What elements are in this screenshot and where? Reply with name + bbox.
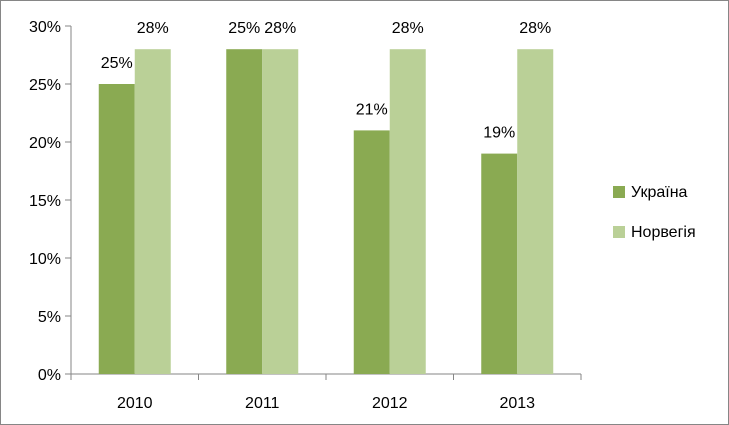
bar-series-1 <box>353 130 390 374</box>
bar-series-2 <box>517 49 554 374</box>
bars <box>98 49 554 374</box>
data-label: 28% <box>137 20 169 37</box>
x-tick-label: 2010 <box>117 395 153 412</box>
axes: 0% 5% 10% 15% 20% 25% 30% 2010 2011 2012 2013 <box>29 19 582 412</box>
bar-series-1 <box>226 49 263 374</box>
y-tick-label: 20% <box>29 135 61 152</box>
legend-label: Україна <box>631 184 688 201</box>
legend-swatch <box>613 186 625 198</box>
data-label: 25% <box>101 55 133 72</box>
y-tick-label: 15% <box>29 193 61 210</box>
data-label: 25% <box>228 20 260 37</box>
y-tick-label: 0% <box>38 367 61 384</box>
x-tick-label: 2011 <box>245 395 280 412</box>
data-label: 21% <box>356 101 388 118</box>
data-label: 28% <box>264 20 296 37</box>
bar-series-2 <box>134 49 171 374</box>
y-tick-label: 10% <box>29 251 61 268</box>
bar-series-1 <box>98 84 135 374</box>
legend-label: Норвегія <box>631 224 696 241</box>
data-label: 19% <box>483 125 515 142</box>
y-tick-label: 30% <box>29 19 61 36</box>
legend: Україна Норвегія <box>613 184 696 241</box>
bar-series-2 <box>389 49 426 374</box>
y-tick-label: 25% <box>29 77 61 94</box>
x-tick-label: 2013 <box>499 395 535 412</box>
x-tick-label: 2012 <box>372 395 408 412</box>
data-label: 28% <box>392 20 424 37</box>
y-tick-label: 5% <box>38 309 61 326</box>
data-label: 28% <box>519 20 551 37</box>
data-labels: 25% 25% 21% 19% 28% 28% 28% 28% <box>101 20 552 141</box>
bar-series-1 <box>481 153 518 374</box>
legend-swatch <box>613 226 625 238</box>
bar-series-2 <box>262 49 299 374</box>
